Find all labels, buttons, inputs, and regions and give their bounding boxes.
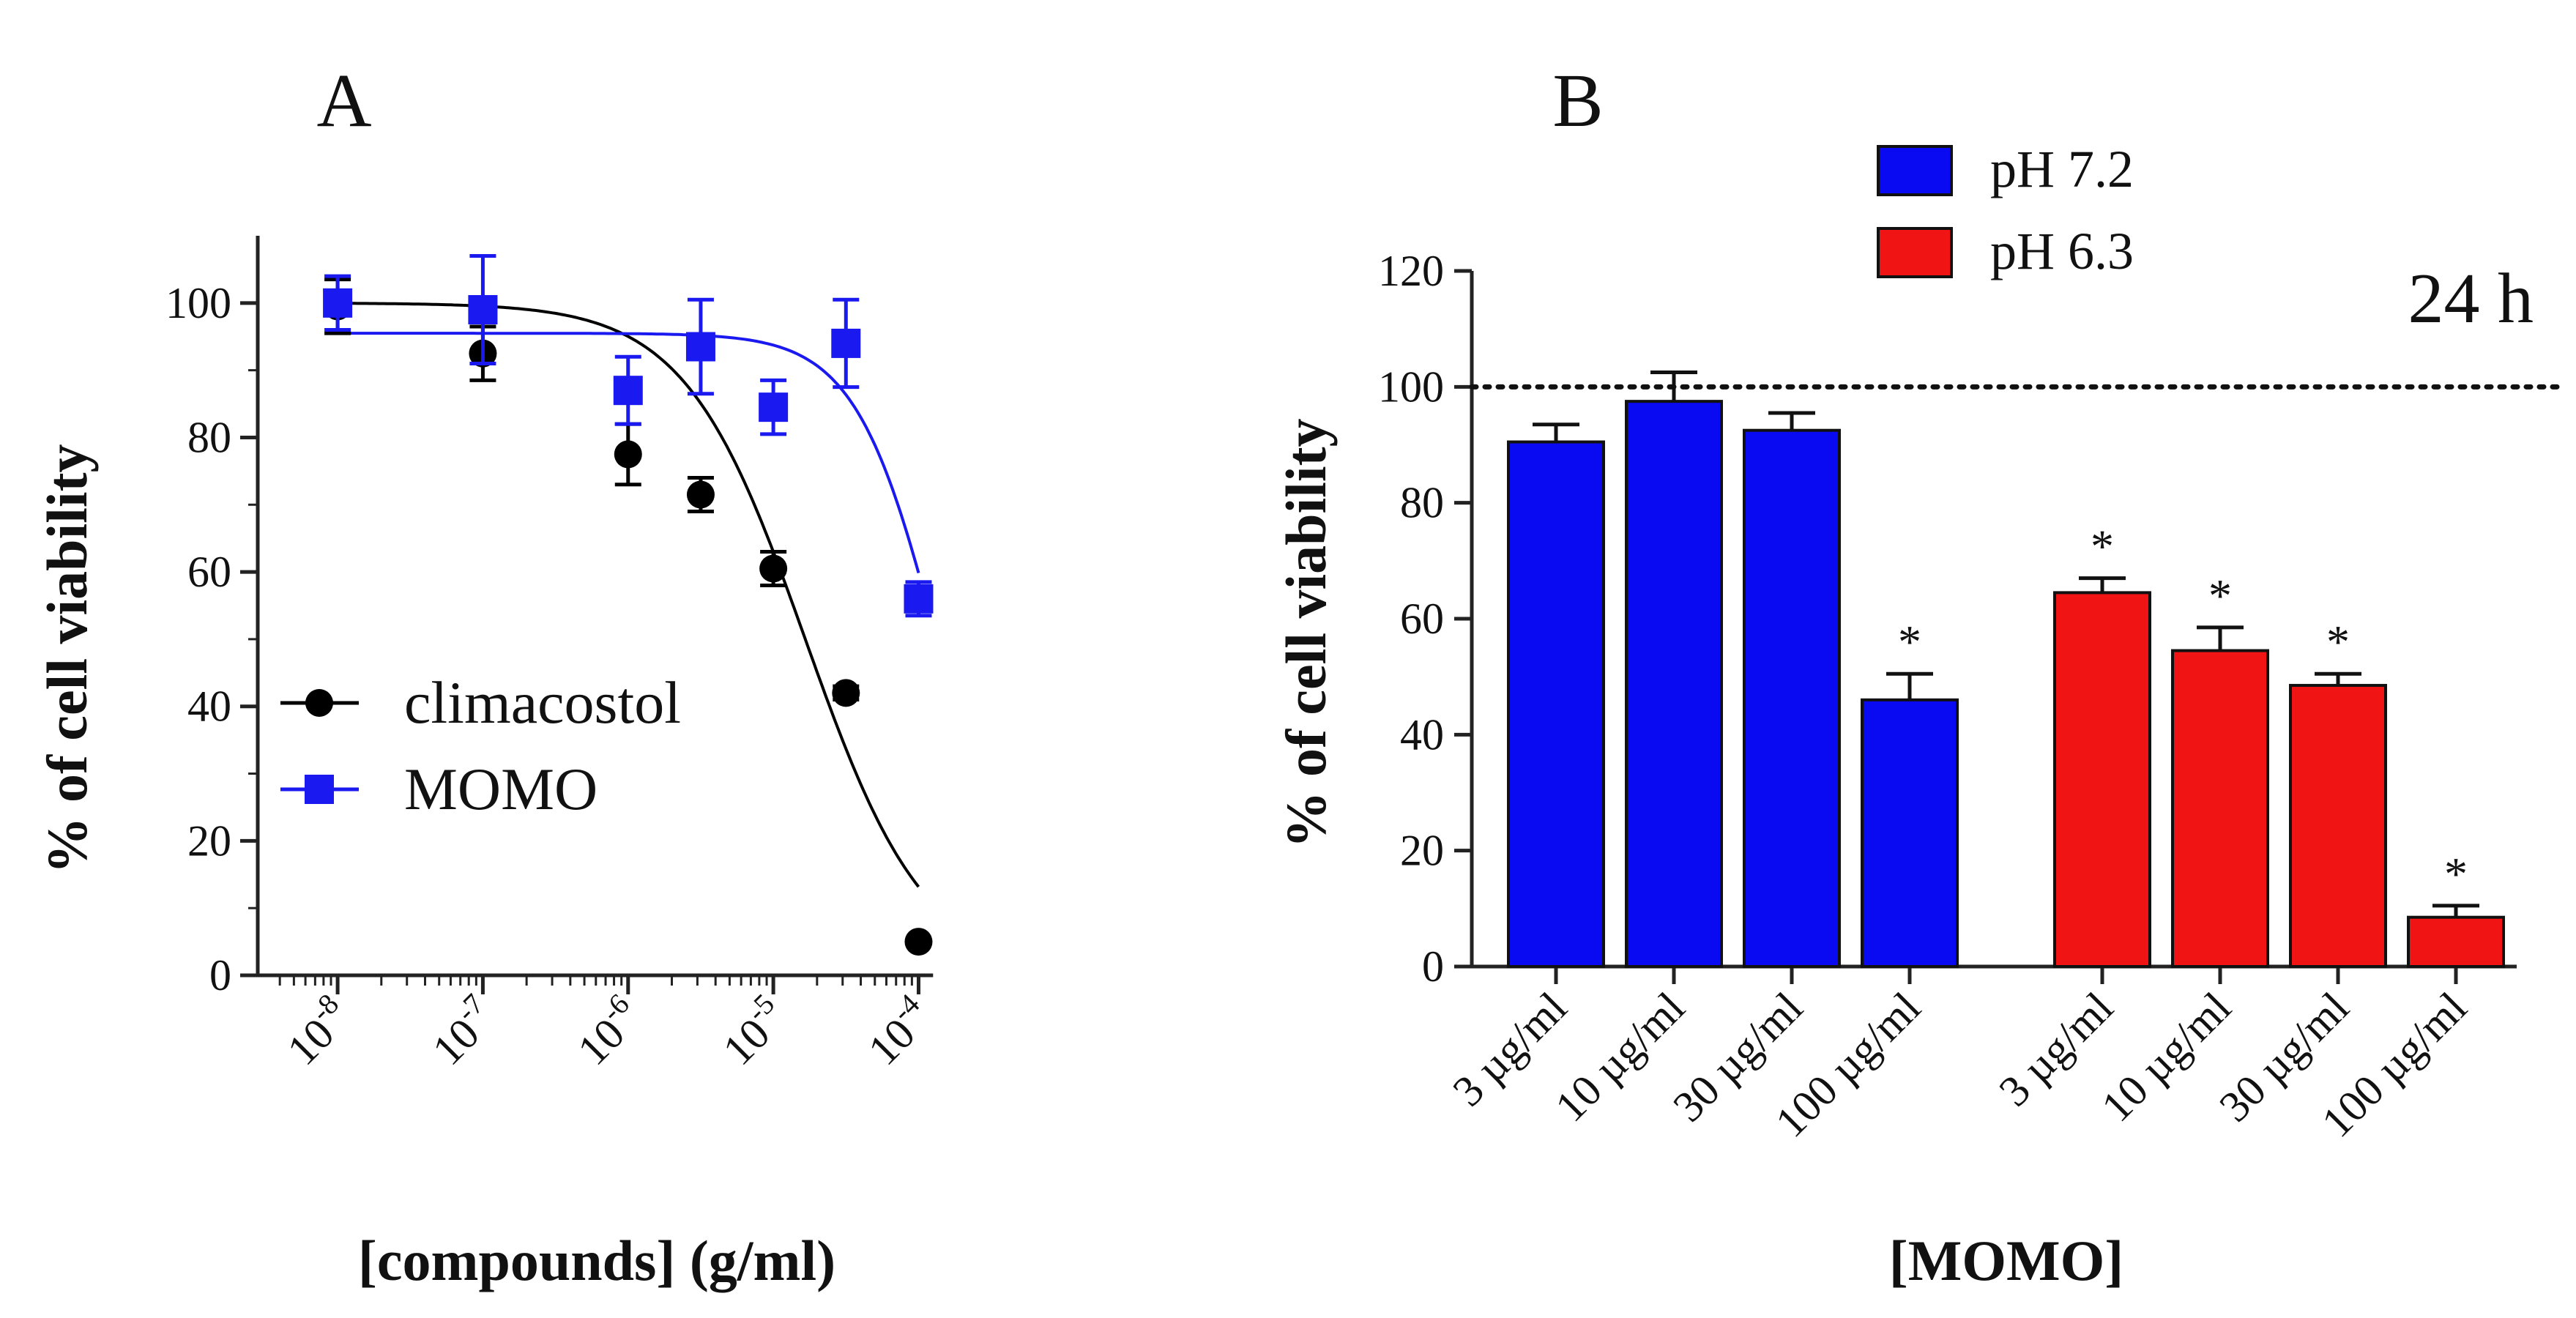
panel-a-y-tick-label: 40 bbox=[187, 682, 231, 731]
bar-group-ph-6.3: * bbox=[2407, 848, 2505, 969]
bar-group-ph-6.3: * bbox=[2289, 616, 2387, 969]
panel-a: A 0 20 40 60 80 100 10-8 10-7 10-6 10-5 10-4 clima… bbox=[35, 59, 942, 1292]
panel-a-x-tick-label: 10-7 bbox=[419, 987, 506, 1074]
bar bbox=[2289, 684, 2387, 969]
marker-circle bbox=[904, 928, 933, 956]
data-point-climacostol bbox=[759, 550, 788, 587]
marker-square bbox=[759, 392, 789, 422]
panel-a-y-axis-title: % of cell viability bbox=[35, 444, 99, 874]
legend-marker-circle bbox=[305, 689, 333, 717]
marker-square bbox=[685, 332, 715, 362]
data-point-momo bbox=[685, 297, 715, 396]
legend-label-momo: MOMO bbox=[404, 756, 598, 822]
panel-a-x-tick-label: 10-5 bbox=[709, 987, 796, 1074]
legend-swatch-ph-6.3 bbox=[1877, 227, 1953, 278]
panel-a-y-tick-label: 80 bbox=[187, 413, 231, 461]
marker-circle bbox=[686, 480, 715, 509]
marker-circle bbox=[832, 679, 860, 707]
panel-a-legend: climacostol MOMO bbox=[280, 669, 681, 822]
bar-group-ph-7.2: * bbox=[1861, 616, 1959, 968]
panel-b-y-axis-title: % of cell viability bbox=[1274, 418, 1338, 848]
panel-b-y-tick-label: 80 bbox=[1400, 479, 1444, 527]
legend-label-ph-7.2: pH 7.2 bbox=[1990, 140, 2134, 198]
panel-a-y-tick-label: 0 bbox=[209, 951, 231, 999]
panel-a-letter: A bbox=[316, 59, 371, 143]
fit-curve-climacostol bbox=[338, 302, 920, 888]
panel-a-x-tick-label: 10-8 bbox=[273, 987, 360, 1074]
data-point-momo bbox=[831, 297, 861, 390]
panel-b-x-axis-title: [MOMO] bbox=[1889, 1229, 2124, 1292]
marker-circle bbox=[614, 440, 642, 469]
bar bbox=[2053, 591, 2151, 968]
significance-star: * bbox=[1898, 616, 1921, 668]
data-point-climacostol bbox=[832, 679, 860, 707]
panel-b-y-tick-label: 0 bbox=[1422, 942, 1444, 991]
panel-a-data-points bbox=[323, 254, 934, 956]
panel-a-x-tick-label: 10-4 bbox=[855, 987, 942, 1074]
marker-circle bbox=[759, 554, 788, 583]
legend-marker-square bbox=[305, 775, 334, 804]
panel-a-x-axis-title: [compounds] (g/ml) bbox=[358, 1229, 835, 1292]
bar-group-ph-6.3: * bbox=[2053, 521, 2151, 968]
panel-a-y-tick-label: 20 bbox=[187, 816, 231, 865]
bar-group-ph-7.2 bbox=[1743, 411, 1841, 968]
panel-b-letter: B bbox=[1552, 59, 1603, 143]
panel-a-y-tick-label: 100 bbox=[165, 279, 231, 327]
legend-label-climacostol: climacostol bbox=[404, 669, 681, 736]
panel-b-y-tick-label: 60 bbox=[1400, 595, 1444, 643]
marker-square bbox=[323, 288, 353, 318]
data-point-climacostol bbox=[904, 928, 933, 956]
legend-swatch-ph-7.2 bbox=[1877, 145, 1953, 196]
time-annotation: 24 h bbox=[2408, 259, 2534, 338]
bar-group-ph-6.3: * bbox=[2171, 570, 2269, 969]
data-point-climacostol bbox=[686, 476, 715, 513]
marker-square bbox=[468, 295, 498, 324]
marker-square bbox=[831, 328, 861, 358]
significance-star: * bbox=[2091, 521, 2114, 573]
data-point-momo bbox=[613, 354, 643, 426]
bar bbox=[1861, 698, 1959, 968]
panel-a-fit-curves bbox=[338, 302, 920, 888]
panel-a-axes: 0 20 40 60 80 100 10-8 10-7 10-6 10-5 10-4 bbox=[165, 236, 942, 1074]
data-point-momo bbox=[323, 274, 353, 332]
panel-a-y-tick-label: 60 bbox=[187, 548, 231, 596]
bar bbox=[2407, 915, 2505, 969]
legend-label-ph-6.3: pH 6.3 bbox=[1990, 222, 2134, 280]
panel-b-legend: pH 7.2 pH 6.3 bbox=[1877, 140, 2134, 280]
data-point-momo bbox=[904, 580, 934, 618]
panel-b-bars: * * * * * bbox=[1507, 371, 2505, 969]
marker-square bbox=[613, 376, 643, 406]
fit-curve-momo bbox=[338, 332, 920, 574]
panel-b-category-label: 10 µg/ml bbox=[2092, 983, 2240, 1131]
panel-b-y-tick-label: 20 bbox=[1400, 827, 1444, 875]
bar-group-ph-7.2 bbox=[1625, 371, 1723, 968]
panel-b-category-label: 10 µg/ml bbox=[1546, 983, 1694, 1131]
panel-b-y-tick-label: 40 bbox=[1400, 710, 1444, 759]
bar-group-ph-7.2 bbox=[1507, 422, 1605, 968]
panel-a-x-tick-label: 10-6 bbox=[564, 987, 651, 1074]
data-point-climacostol bbox=[614, 422, 642, 487]
significance-star: * bbox=[2444, 848, 2468, 900]
bar bbox=[1743, 428, 1841, 968]
significance-star: * bbox=[2326, 616, 2350, 668]
bar bbox=[1625, 400, 1723, 968]
significance-star: * bbox=[2208, 570, 2232, 622]
marker-square bbox=[904, 584, 934, 614]
bar bbox=[2171, 649, 2269, 969]
bar bbox=[1507, 440, 1605, 968]
data-point-momo bbox=[759, 378, 789, 436]
panel-b-y-tick-label: 120 bbox=[1378, 247, 1444, 295]
panel-b-y-tick-label: 100 bbox=[1378, 362, 1444, 411]
data-point-momo bbox=[468, 254, 498, 365]
